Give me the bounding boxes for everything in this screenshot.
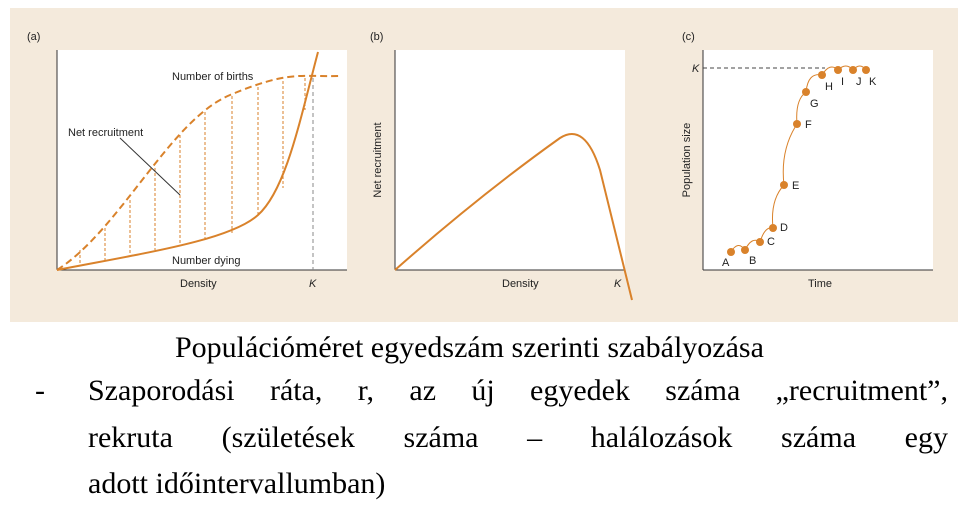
point [756, 238, 764, 246]
point [849, 66, 857, 74]
point-label: F [805, 119, 812, 131]
panel-b [395, 50, 625, 270]
panel-tag: (c) [682, 31, 695, 43]
k-label: K [692, 63, 700, 75]
point [769, 224, 777, 232]
point-label: D [780, 222, 788, 234]
figure: (a) Number of births Net recruitment Num… [10, 8, 958, 322]
point-label: A [722, 257, 730, 269]
point-label: J [856, 76, 862, 88]
title: Populációméret egyedszám szerinti szabál… [175, 331, 764, 364]
y-label: Population size [681, 123, 693, 198]
x-label: Time [808, 278, 832, 290]
bullet-marker: - [35, 374, 45, 407]
points: A BCD E FGH I J K [722, 66, 877, 269]
point-label: K [869, 76, 877, 88]
point [727, 248, 735, 256]
point-label: H [825, 81, 833, 93]
net-curve [394, 133, 633, 301]
annotation: Number dying [172, 255, 240, 267]
annotation: Net recruitment [68, 127, 143, 139]
leader-line [119, 137, 181, 196]
panel-tag: (b) [370, 31, 383, 43]
point-label: C [767, 236, 775, 248]
dying-curve [56, 51, 319, 271]
text-line: rekruta (születések száma – halálozások … [88, 421, 948, 454]
point-label: G [810, 98, 819, 110]
x-label: Density [180, 278, 217, 290]
k-label: K [309, 278, 317, 290]
panel-a [57, 50, 347, 270]
text-line: Szaporodási ráta, r, az új egyedek száma… [88, 374, 948, 407]
k-label: K [614, 278, 622, 290]
y-label: Net recruitment [372, 122, 384, 197]
x-label: Density [502, 278, 539, 290]
point-label: I [841, 76, 844, 88]
point [818, 71, 826, 79]
point [802, 88, 810, 96]
point [741, 246, 749, 254]
annotation: Number of births [172, 71, 254, 83]
point-label: E [792, 180, 799, 192]
recruitment-arrows [79, 78, 306, 265]
panel-tag: (a) [27, 31, 40, 43]
point [834, 66, 842, 74]
point-label: B [749, 255, 756, 267]
point [862, 66, 870, 74]
text-line: adott időintervallumban) [88, 467, 386, 500]
births-curve [56, 74, 341, 271]
point [793, 120, 801, 128]
panel-c [703, 50, 933, 270]
point [780, 181, 788, 189]
